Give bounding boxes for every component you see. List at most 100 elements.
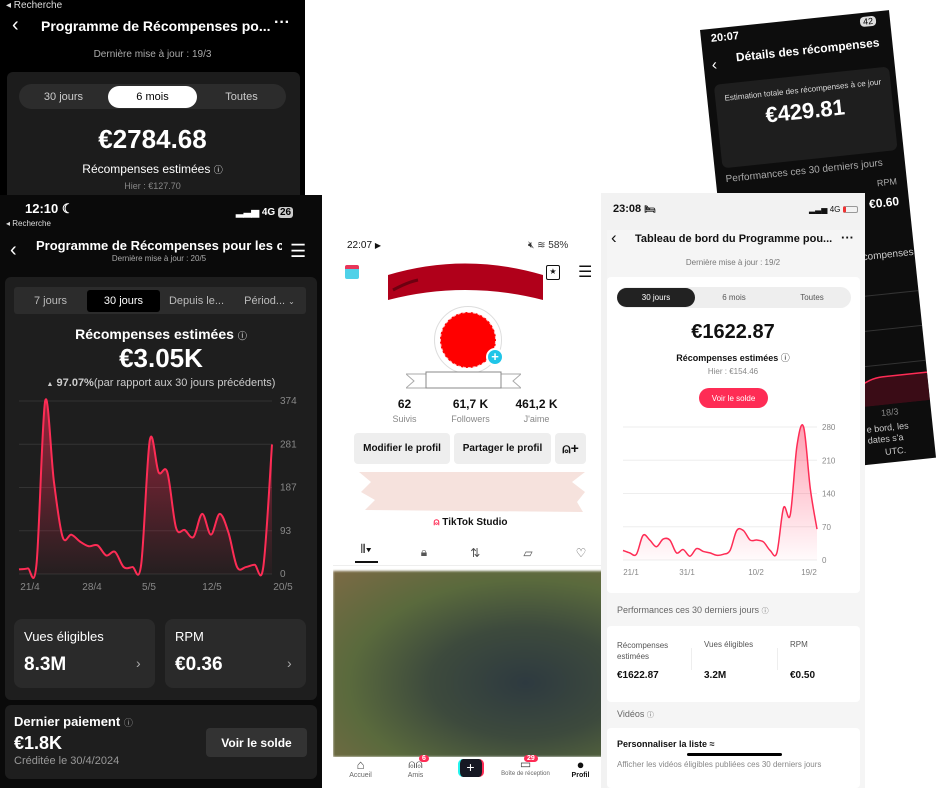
battery-low-icon	[842, 206, 858, 214]
tile-label: RPM	[175, 629, 204, 644]
rewards-label-text: Récompenses estimées	[676, 353, 779, 363]
videos-grid-tab-icon[interactable]: ⦀▾	[354, 542, 378, 563]
stat-likes[interactable]: 461,2 K J'aime	[504, 397, 570, 424]
plus-icon: +	[457, 759, 484, 777]
reposts-tab-icon[interactable]: ⇅	[470, 545, 481, 560]
date-label: 18/3	[880, 406, 900, 419]
status-time: 12:10 ☾	[25, 201, 74, 217]
tab-6-months[interactable]: 6 mois	[722, 293, 746, 302]
view-balance-button[interactable]: Voir le solde	[699, 388, 768, 408]
tab-all[interactable]: Toutes	[800, 293, 824, 302]
customize-list-button[interactable]: Personnaliser la liste ≈	[617, 739, 715, 749]
back-icon[interactable]: ‹	[12, 14, 19, 36]
tab-since[interactable]: Depuis le...	[168, 294, 225, 307]
rewards-program-screen-6-months: ◂ Recherche ‹ Programme de Récompenses p…	[0, 0, 305, 195]
tab-6-months[interactable]: 6 mois	[108, 85, 197, 108]
info-icon[interactable]: ⓘ	[761, 608, 769, 615]
tab-all[interactable]: Toutes	[225, 90, 258, 103]
last-updated: Dernière mise à jour : 19/2	[685, 258, 781, 267]
last-payment-amount: €1.8K	[14, 733, 63, 753]
stat-value: 62	[397, 397, 412, 411]
add-avatar-icon[interactable]: +	[486, 348, 504, 366]
change-value: 97.07%	[56, 377, 94, 389]
tab-period[interactable]: Périod... ⌄	[233, 290, 306, 312]
gift-icon[interactable]	[345, 265, 359, 279]
rewards-chart: 374 281 187 93 0 21/4 28/4 5/5 12/5 20/5	[18, 396, 297, 593]
private-tab-lock-icon[interactable]: 🔒︎	[420, 545, 428, 559]
video-thumbnail[interactable]	[333, 571, 608, 757]
back-icon[interactable]: ‹	[10, 239, 17, 261]
stat-label: Suivis	[392, 414, 417, 424]
info-icon[interactable]: ⓘ	[123, 718, 133, 728]
add-friend-icon[interactable]: ⍝+	[555, 433, 586, 464]
profile-banner-ribbon	[388, 263, 543, 300]
menu-icon[interactable]: ☰	[290, 241, 307, 261]
yesterday-amount: Hier : €154.46	[707, 367, 759, 376]
youtube-icon: ▶	[374, 241, 381, 250]
tab-7-days[interactable]: 7 jours	[33, 294, 68, 307]
x-tick-label: 31/1	[679, 568, 695, 577]
edit-profile-button[interactable]: Modifier le profil	[354, 433, 450, 464]
stat-followers[interactable]: 61,7 K Followers	[438, 397, 504, 424]
share-profile-button[interactable]: Partager le profil	[454, 433, 551, 464]
page-title: Tableau de bord du Programme pou...	[635, 233, 833, 245]
back-to-search-link[interactable]: ◂ Recherche	[6, 0, 63, 11]
favorites-tab-icon[interactable]: ▱	[523, 545, 533, 560]
filter-icon: ≈	[709, 739, 715, 749]
rewards-chart: 280 210 140 70 0 21/1 31/1 10/2 19/2	[622, 423, 836, 577]
chart-area-fill	[623, 424, 817, 560]
rpm-value: €0.60	[868, 194, 900, 212]
footnote: e bord, les dates s'a	[866, 420, 910, 446]
change-indicator: ▲ 97.07%(par rapport aux 30 jours précéd…	[0, 377, 322, 389]
more-icon[interactable]: ···	[274, 14, 290, 31]
nav-home[interactable]: ⌂ Accueil	[333, 757, 388, 779]
tab-30-days[interactable]: 30 jours	[87, 289, 160, 312]
page-title: Programme de Récompenses po...	[41, 18, 271, 34]
view-balance-button[interactable]: Voir le solde	[206, 728, 307, 757]
status-right: ▂▃▅ 4G 26	[236, 207, 294, 218]
time-text: 22:07	[347, 240, 373, 251]
metric-value: 3.2M	[704, 670, 727, 681]
x-tick-label: 19/2	[801, 568, 817, 577]
info-icon[interactable]: ⓘ	[646, 712, 654, 719]
studio-text: TikTok Studio	[442, 517, 508, 528]
name-ribbon	[406, 371, 521, 389]
nav-profile[interactable]: ● Profil	[553, 757, 608, 779]
back-icon[interactable]: ‹	[611, 228, 617, 247]
more-icon[interactable]: ···	[841, 230, 854, 245]
nav-create[interactable]: +	[443, 757, 498, 779]
yesterday-amount: Hier : €127.70	[124, 181, 181, 191]
tiktok-studio-link[interactable]: ⍝ TikTok Studio	[333, 517, 608, 528]
y-tick-label: 70	[822, 523, 831, 532]
info-icon[interactable]: ⓘ	[780, 353, 790, 363]
rewards-label-text: Récompenses estimées	[82, 162, 211, 176]
back-to-search-link[interactable]: ◂ Recherche	[6, 219, 51, 228]
y-tick-label: 280	[822, 423, 836, 432]
chevron-down-icon: ⌄	[288, 296, 295, 306]
info-icon[interactable]: ⓘ	[213, 165, 223, 175]
eligible-views-tile[interactable]: Vues éligibles 8.3M ›	[14, 619, 155, 688]
footnote-2: UTC.	[884, 444, 907, 457]
back-icon[interactable]: ‹	[710, 56, 718, 74]
tab-30-days[interactable]: 30 jours	[617, 288, 695, 307]
tab-30-days[interactable]: 30 jours	[43, 90, 84, 103]
nav-friends[interactable]: ⍝⍝ Amis 6	[388, 755, 443, 779]
metrics-card: Récompenses estimées €1622.87 Vues éligi…	[607, 626, 860, 702]
bed-icon: 🛏︎	[644, 204, 656, 214]
credited-date: Créditée le 30/4/2024	[14, 755, 120, 767]
liked-tab-heart-icon[interactable]: ♡	[575, 545, 587, 560]
rpm-tile[interactable]: RPM €0.36 ›	[165, 619, 306, 688]
profile-stats: 62 Suivis 61,7 K Followers 461,2 K J'aime	[333, 397, 608, 424]
network-text: 4G	[829, 205, 841, 214]
nav-inbox[interactable]: ▭ Boîte de réception 29	[498, 755, 553, 777]
x-tick-label: 28/4	[82, 582, 102, 593]
x-tick-label: 10/2	[748, 568, 764, 577]
menu-icon[interactable]: ☰	[578, 264, 593, 281]
stat-following[interactable]: 62 Suivis	[372, 397, 438, 424]
y-tick-label: 93	[280, 526, 292, 537]
info-icon[interactable]: ⓘ	[237, 331, 247, 341]
x-tick-label: 12/5	[202, 582, 222, 593]
calendar-star-icon[interactable]: ★	[546, 265, 560, 280]
up-arrow-icon: ▲	[46, 381, 54, 388]
videos-hint: Afficher les vidéos éligibles publiées c…	[617, 760, 822, 769]
